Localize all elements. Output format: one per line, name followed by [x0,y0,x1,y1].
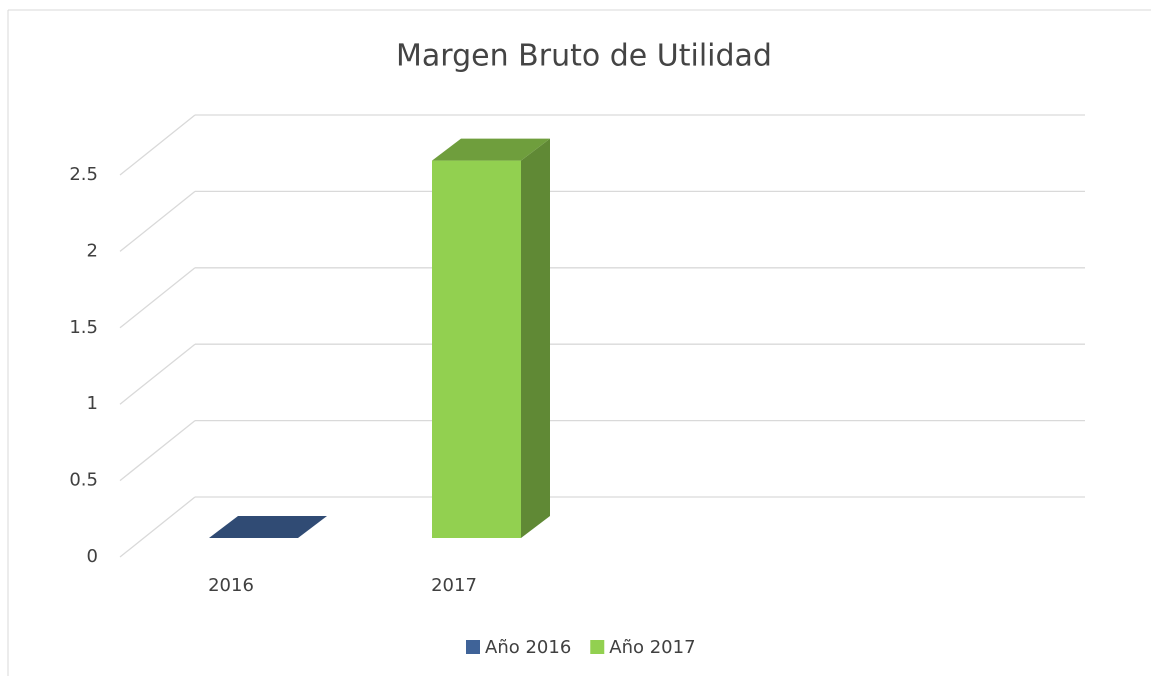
legend-swatch [590,640,605,654]
grid-line [119,420,196,482]
y-tick-label: 2 [87,240,98,261]
y-tick-label: 0 [87,546,98,567]
x-tick-label: 2017 [431,575,477,596]
legend-label: Año 2017 [609,637,695,658]
grid-line [119,114,196,176]
bar [432,160,521,539]
y-tick-label: 1.5 [69,317,98,338]
legend-label: Año 2016 [485,637,571,658]
grid-line [119,267,196,329]
y-tick-label: 0.5 [69,470,98,491]
x-tick-label: 2016 [208,575,254,596]
bar-top [432,138,550,161]
bar-top [209,516,327,538]
bar-side [521,138,550,539]
y-tick-label: 1 [87,393,98,414]
chart-title: Margen Bruto de Utilidad [396,39,772,74]
grid-line [119,190,196,252]
legend-swatch [466,640,480,654]
grid-line [119,343,196,405]
y-tick-label: 2.5 [69,164,98,185]
grid-line [119,496,196,558]
